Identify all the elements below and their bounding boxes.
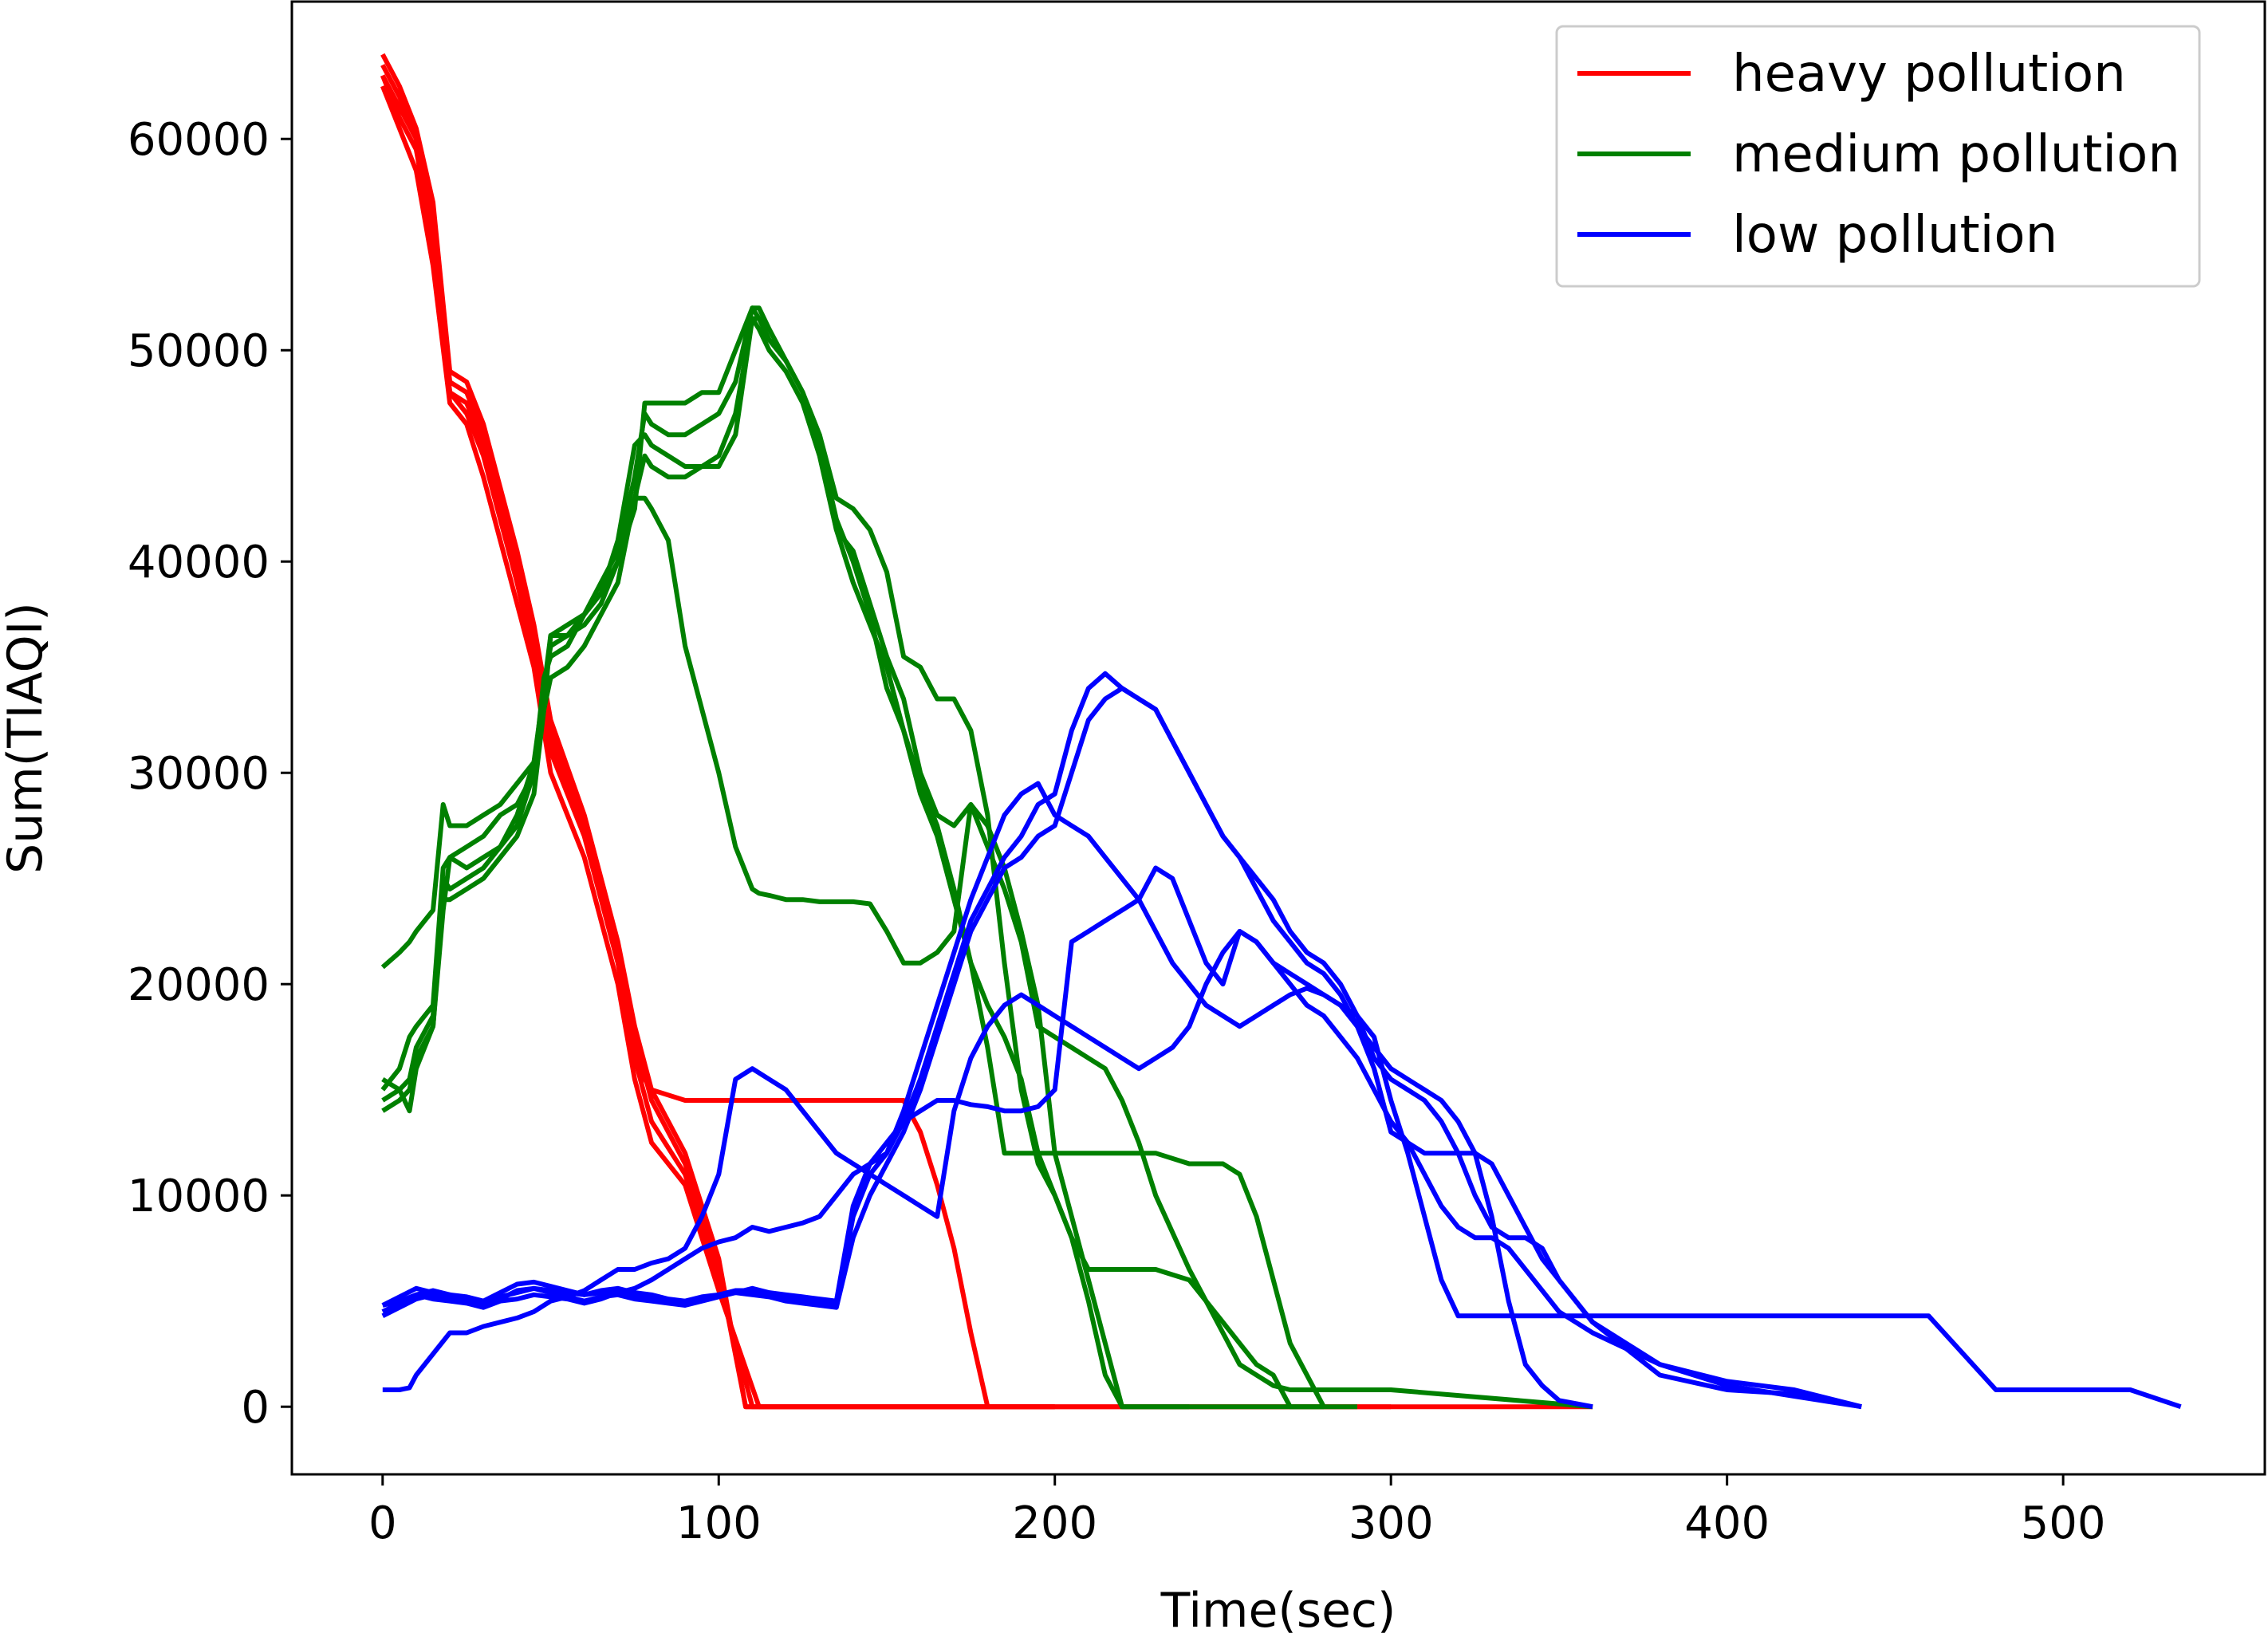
legend: heavy pollution medium pollution low pol… [1555, 25, 2201, 288]
y-tick-label: 40000 [128, 537, 270, 588]
y-axis-label: Sum(TIAQI) [0, 602, 53, 874]
series-line-low-pollution-14 [382, 929, 1862, 1410]
series-line-medium-pollution-8 [381, 316, 1324, 1410]
x-axis-ticks: 0 100 200 300 400 500 [368, 1474, 2106, 1549]
series-line-low-pollution-11 [381, 671, 1862, 1410]
x-tick-label: 400 [1684, 1497, 1770, 1549]
series-line-heavy-pollution-3 [380, 53, 1055, 1410]
x-tick-label: 500 [2021, 1497, 2106, 1549]
legend-box [1555, 25, 2201, 288]
x-axis-label: Time(sec) [1160, 1583, 1396, 1639]
y-tick-label: 50000 [128, 325, 270, 377]
series-line-medium-pollution-5 [380, 305, 1190, 1410]
series-line-heavy-pollution-4 [380, 74, 1392, 1410]
series-line-medium-pollution-9 [381, 495, 1357, 1410]
y-tick-label: 0 [241, 1382, 270, 1434]
x-tick-label: 300 [1349, 1497, 1434, 1549]
y-axis-ticks: 0 10000 20000 30000 40000 50000 60000 [128, 114, 292, 1434]
legend-label-low: low pollution [1732, 206, 2057, 265]
series-line-low-pollution-13 [382, 865, 1593, 1410]
y-tick-label: 10000 [128, 1171, 270, 1222]
x-tick-label: 0 [368, 1497, 397, 1549]
series-layer [380, 53, 2182, 1410]
y-tick-label: 30000 [128, 748, 270, 800]
plot-frame [290, 0, 2266, 1476]
x-tick-label: 200 [1012, 1497, 1097, 1549]
x-tick-label: 100 [676, 1497, 762, 1549]
legend-label-medium: medium pollution [1732, 125, 2180, 184]
legend-label-heavy: heavy pollution [1732, 45, 2126, 104]
y-tick-label: 60000 [128, 114, 270, 166]
y-tick-label: 20000 [128, 959, 270, 1011]
